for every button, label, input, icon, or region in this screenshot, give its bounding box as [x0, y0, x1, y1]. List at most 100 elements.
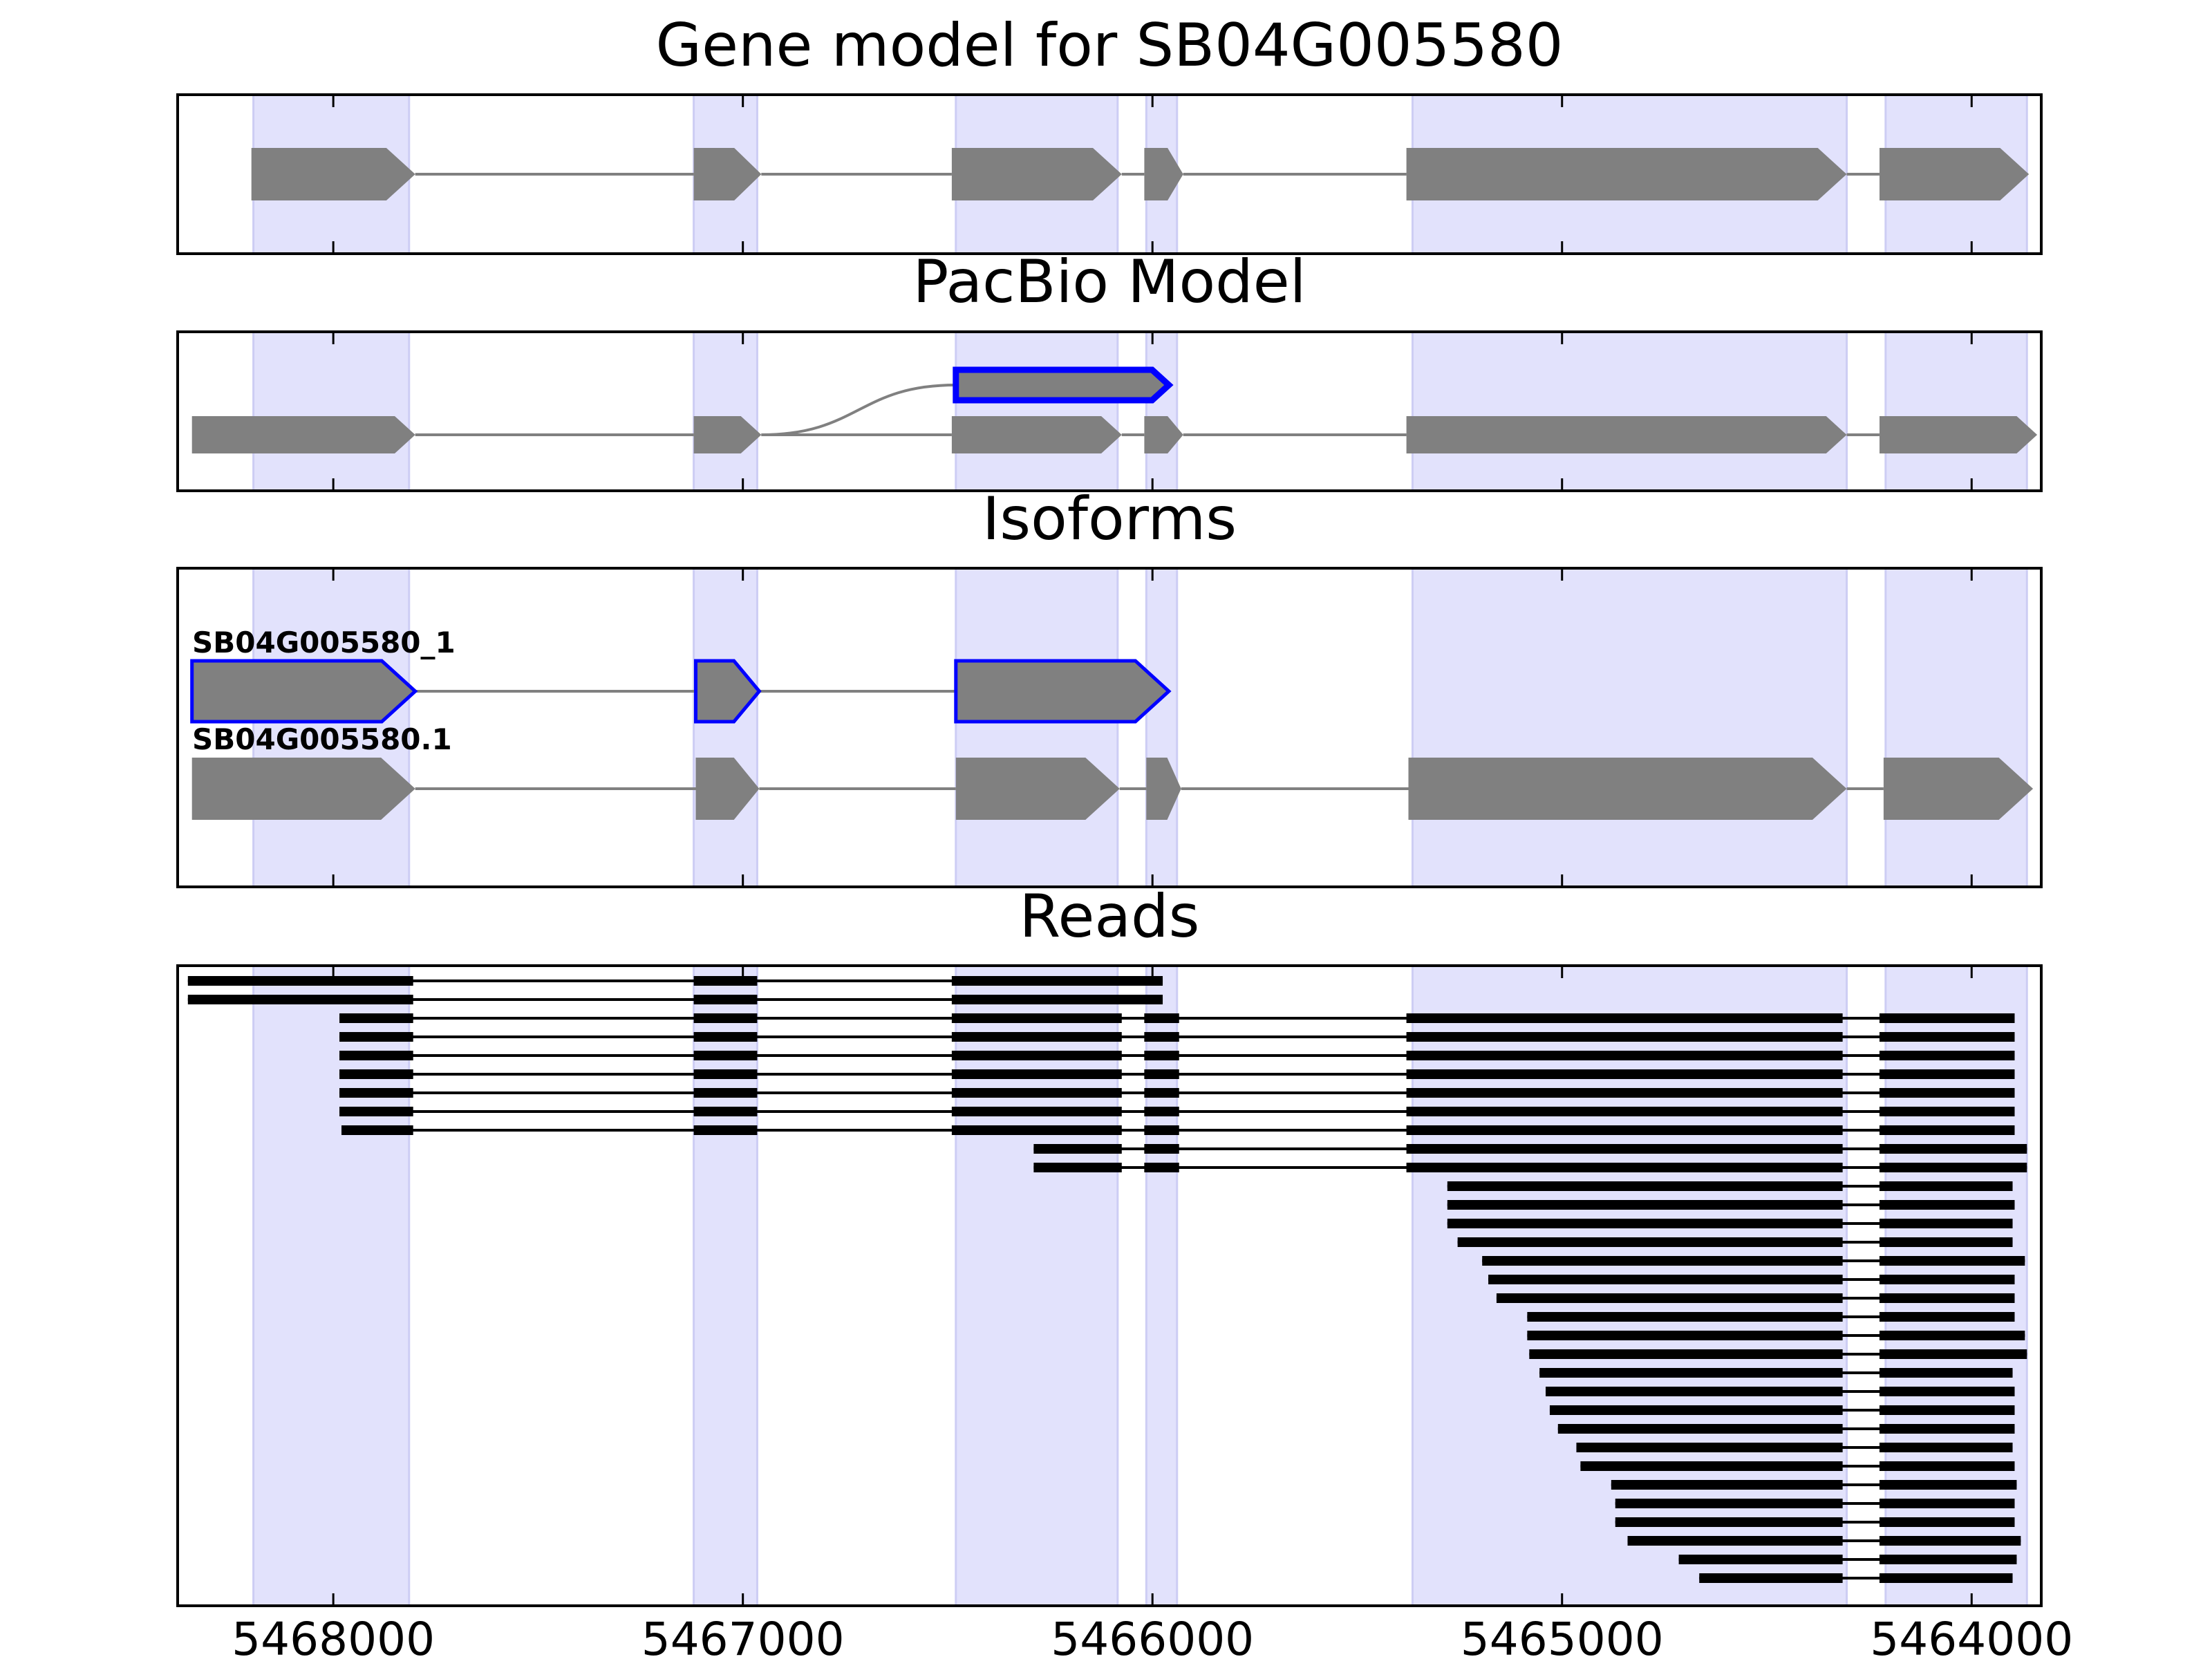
read-block: [1879, 1368, 2013, 1378]
read-block: [339, 1013, 413, 1023]
read-block: [339, 1088, 413, 1098]
read-9: [1033, 1144, 2027, 1154]
read-block: [1879, 1069, 2015, 1079]
read-22: [1546, 1387, 2015, 1396]
read-28: [1615, 1499, 2015, 1508]
panel-frame: [176, 93, 2043, 255]
panel-title-gene-model: Gene model for SB04G005580: [656, 11, 1564, 80]
read-block: [1879, 1163, 2027, 1172]
exon-shade-region: [1411, 330, 1848, 492]
read-1: [187, 995, 1163, 1004]
read-31: [1678, 1555, 2017, 1564]
read-27: [1611, 1480, 2017, 1490]
exon-block: [951, 416, 1122, 453]
read-block: [1879, 1219, 2013, 1228]
read-block: [1447, 1200, 1843, 1210]
panel-title-pacbio-model: PacBio Model: [912, 247, 1306, 317]
read-block: [1580, 1461, 1843, 1471]
read-block: [951, 995, 1163, 1004]
read-block: [1879, 1331, 2025, 1340]
read-block: [1879, 1200, 2015, 1210]
read-block: [1406, 1163, 1843, 1172]
exon-block: [1144, 416, 1183, 453]
read-block: [693, 976, 758, 986]
exon-block: [955, 758, 1120, 820]
read-block: [951, 1032, 1122, 1042]
x-tick-label: 5466000: [1051, 1613, 1254, 1659]
read-15: [1482, 1256, 2025, 1266]
exon-block: [1883, 758, 2034, 820]
x-tick-label: 5464000: [1870, 1613, 2073, 1659]
read-10: [1033, 1163, 2027, 1172]
read-block: [1879, 1088, 2015, 1098]
read-block: [1144, 1144, 1179, 1154]
read-block: [1678, 1555, 1843, 1564]
exon-block: [1880, 148, 2030, 200]
read-block: [1406, 1088, 1843, 1098]
read-block: [1879, 1517, 2015, 1527]
read-block: [1879, 1573, 2013, 1583]
exon-block: [190, 659, 418, 724]
read-21: [1539, 1368, 2013, 1378]
read-block: [1879, 1536, 2021, 1546]
read-block: [693, 1013, 758, 1023]
read-block: [1033, 1163, 1122, 1172]
read-block: [1879, 1237, 2013, 1247]
read-block: [1627, 1536, 1843, 1546]
read-block: [1406, 1144, 1843, 1154]
read-block: [1615, 1517, 1843, 1527]
read-16: [1488, 1275, 2015, 1284]
panel-3: [176, 964, 2043, 1607]
read-block: [1527, 1331, 1843, 1340]
read-block: [1033, 1144, 1122, 1154]
read-block: [1879, 1125, 2015, 1135]
read-block: [951, 1051, 1122, 1060]
read-block: [1144, 1013, 1179, 1023]
read-30: [1627, 1536, 2021, 1546]
read-block: [339, 1107, 413, 1116]
read-block: [693, 1107, 758, 1116]
read-0: [187, 976, 1163, 986]
exon-shade-region: [693, 330, 758, 492]
exon-block: [251, 148, 415, 200]
read-block: [951, 1107, 1122, 1116]
read-block: [1615, 1499, 1843, 1508]
read-block: [1879, 1424, 2015, 1434]
exon-block: [1880, 416, 2038, 453]
read-block: [1539, 1368, 1843, 1378]
exon-shade-region: [955, 567, 1119, 888]
read-block: [951, 1088, 1122, 1098]
read-32: [1699, 1573, 2013, 1583]
read-20: [1529, 1349, 2027, 1359]
isoform-label: SB04G005580_1: [192, 626, 456, 659]
read-block: [1546, 1387, 1843, 1396]
read-14: [1457, 1237, 2013, 1247]
read-block: [1527, 1312, 1843, 1322]
read-7: [339, 1107, 2015, 1116]
isoform-label: SB04G005580.1: [192, 722, 452, 756]
read-block: [1488, 1275, 1843, 1284]
read-block: [1611, 1480, 1843, 1490]
read-block: [951, 1125, 1122, 1135]
exon-block: [693, 416, 762, 453]
read-6: [339, 1088, 2015, 1098]
read-block: [1879, 1051, 2015, 1060]
read-block: [1406, 1125, 1843, 1135]
read-block: [951, 1069, 1122, 1079]
read-block: [1879, 1256, 2025, 1266]
read-block: [1144, 1125, 1179, 1135]
x-tick-label: 5467000: [641, 1613, 845, 1659]
read-block: [1529, 1349, 1843, 1359]
read-block: [1879, 1349, 2027, 1359]
read-block: [1406, 1051, 1843, 1060]
panel-0: [176, 93, 2043, 255]
read-block: [339, 1051, 413, 1060]
panel-frame: [176, 964, 2043, 1607]
read-block: [1457, 1237, 1843, 1247]
read-block: [1879, 1144, 2027, 1154]
read-26: [1580, 1461, 2015, 1471]
read-block: [1879, 1461, 2015, 1471]
read-block: [693, 1088, 758, 1098]
read-11: [1447, 1181, 2013, 1191]
exon-shade-region: [252, 964, 411, 1607]
